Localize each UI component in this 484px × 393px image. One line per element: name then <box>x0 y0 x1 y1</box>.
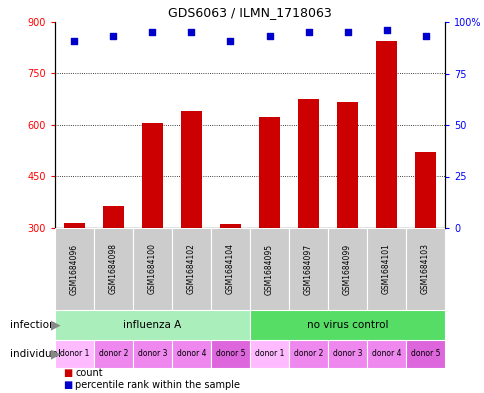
Point <box>226 37 234 44</box>
Bar <box>181 110 202 228</box>
Bar <box>141 123 163 228</box>
Bar <box>366 228 405 310</box>
Bar <box>366 340 405 368</box>
Text: donor 2: donor 2 <box>99 349 128 358</box>
Text: donor 1: donor 1 <box>60 349 89 358</box>
Bar <box>211 340 249 368</box>
Bar <box>63 223 85 228</box>
Bar <box>55 310 249 340</box>
Text: GSM1684095: GSM1684095 <box>264 243 273 295</box>
Text: GSM1684101: GSM1684101 <box>381 244 390 294</box>
Bar <box>94 340 133 368</box>
Text: donor 2: donor 2 <box>293 349 322 358</box>
Text: donor 4: donor 4 <box>371 349 400 358</box>
Point <box>71 37 78 44</box>
Bar <box>94 228 133 310</box>
Bar <box>405 340 444 368</box>
Text: donor 5: donor 5 <box>215 349 245 358</box>
Text: GSM1684100: GSM1684100 <box>148 244 157 294</box>
Text: GSM1684099: GSM1684099 <box>342 243 351 295</box>
Bar <box>211 228 249 310</box>
Bar <box>375 41 396 228</box>
Bar <box>336 102 358 228</box>
Text: GSM1684103: GSM1684103 <box>420 244 429 294</box>
Point <box>343 29 350 35</box>
Text: GSM1684104: GSM1684104 <box>226 244 235 294</box>
Text: ▶: ▶ <box>51 347 60 360</box>
Text: GSM1684097: GSM1684097 <box>303 243 312 295</box>
Point <box>421 33 428 40</box>
Bar <box>172 228 211 310</box>
Text: ■: ■ <box>63 380 72 390</box>
Text: donor 3: donor 3 <box>137 349 167 358</box>
Text: GSM1684098: GSM1684098 <box>109 244 118 294</box>
Text: donor 4: donor 4 <box>176 349 206 358</box>
Bar <box>172 340 211 368</box>
Text: donor 5: donor 5 <box>410 349 439 358</box>
Bar <box>288 340 327 368</box>
Bar <box>249 310 444 340</box>
Bar <box>249 340 288 368</box>
Bar <box>219 224 241 228</box>
Point <box>109 33 117 40</box>
Text: GSM1684102: GSM1684102 <box>187 244 196 294</box>
Bar <box>133 340 172 368</box>
Text: percentile rank within the sample: percentile rank within the sample <box>75 380 240 390</box>
Bar <box>288 228 327 310</box>
Bar <box>103 206 124 228</box>
Text: no virus control: no virus control <box>306 320 388 330</box>
Text: individual: individual <box>10 349 60 359</box>
Point <box>382 27 390 33</box>
Point <box>148 29 156 35</box>
Point <box>304 29 312 35</box>
Bar <box>405 228 444 310</box>
Text: infection: infection <box>10 320 55 330</box>
Point <box>265 33 273 40</box>
Text: count: count <box>75 368 103 378</box>
Text: donor 3: donor 3 <box>332 349 362 358</box>
Text: ■: ■ <box>63 368 72 378</box>
Point <box>187 29 195 35</box>
Bar <box>249 228 288 310</box>
Text: donor 1: donor 1 <box>254 349 284 358</box>
Bar <box>414 152 435 228</box>
Bar <box>297 99 318 228</box>
Bar <box>55 228 94 310</box>
Bar <box>258 118 280 228</box>
Text: ▶: ▶ <box>51 318 60 332</box>
Text: influenza A: influenza A <box>123 320 181 330</box>
Bar <box>133 228 172 310</box>
Bar <box>327 340 366 368</box>
Bar <box>327 228 366 310</box>
Text: GSM1684096: GSM1684096 <box>70 243 79 295</box>
Title: GDS6063 / ILMN_1718063: GDS6063 / ILMN_1718063 <box>168 6 331 19</box>
Bar <box>55 340 94 368</box>
